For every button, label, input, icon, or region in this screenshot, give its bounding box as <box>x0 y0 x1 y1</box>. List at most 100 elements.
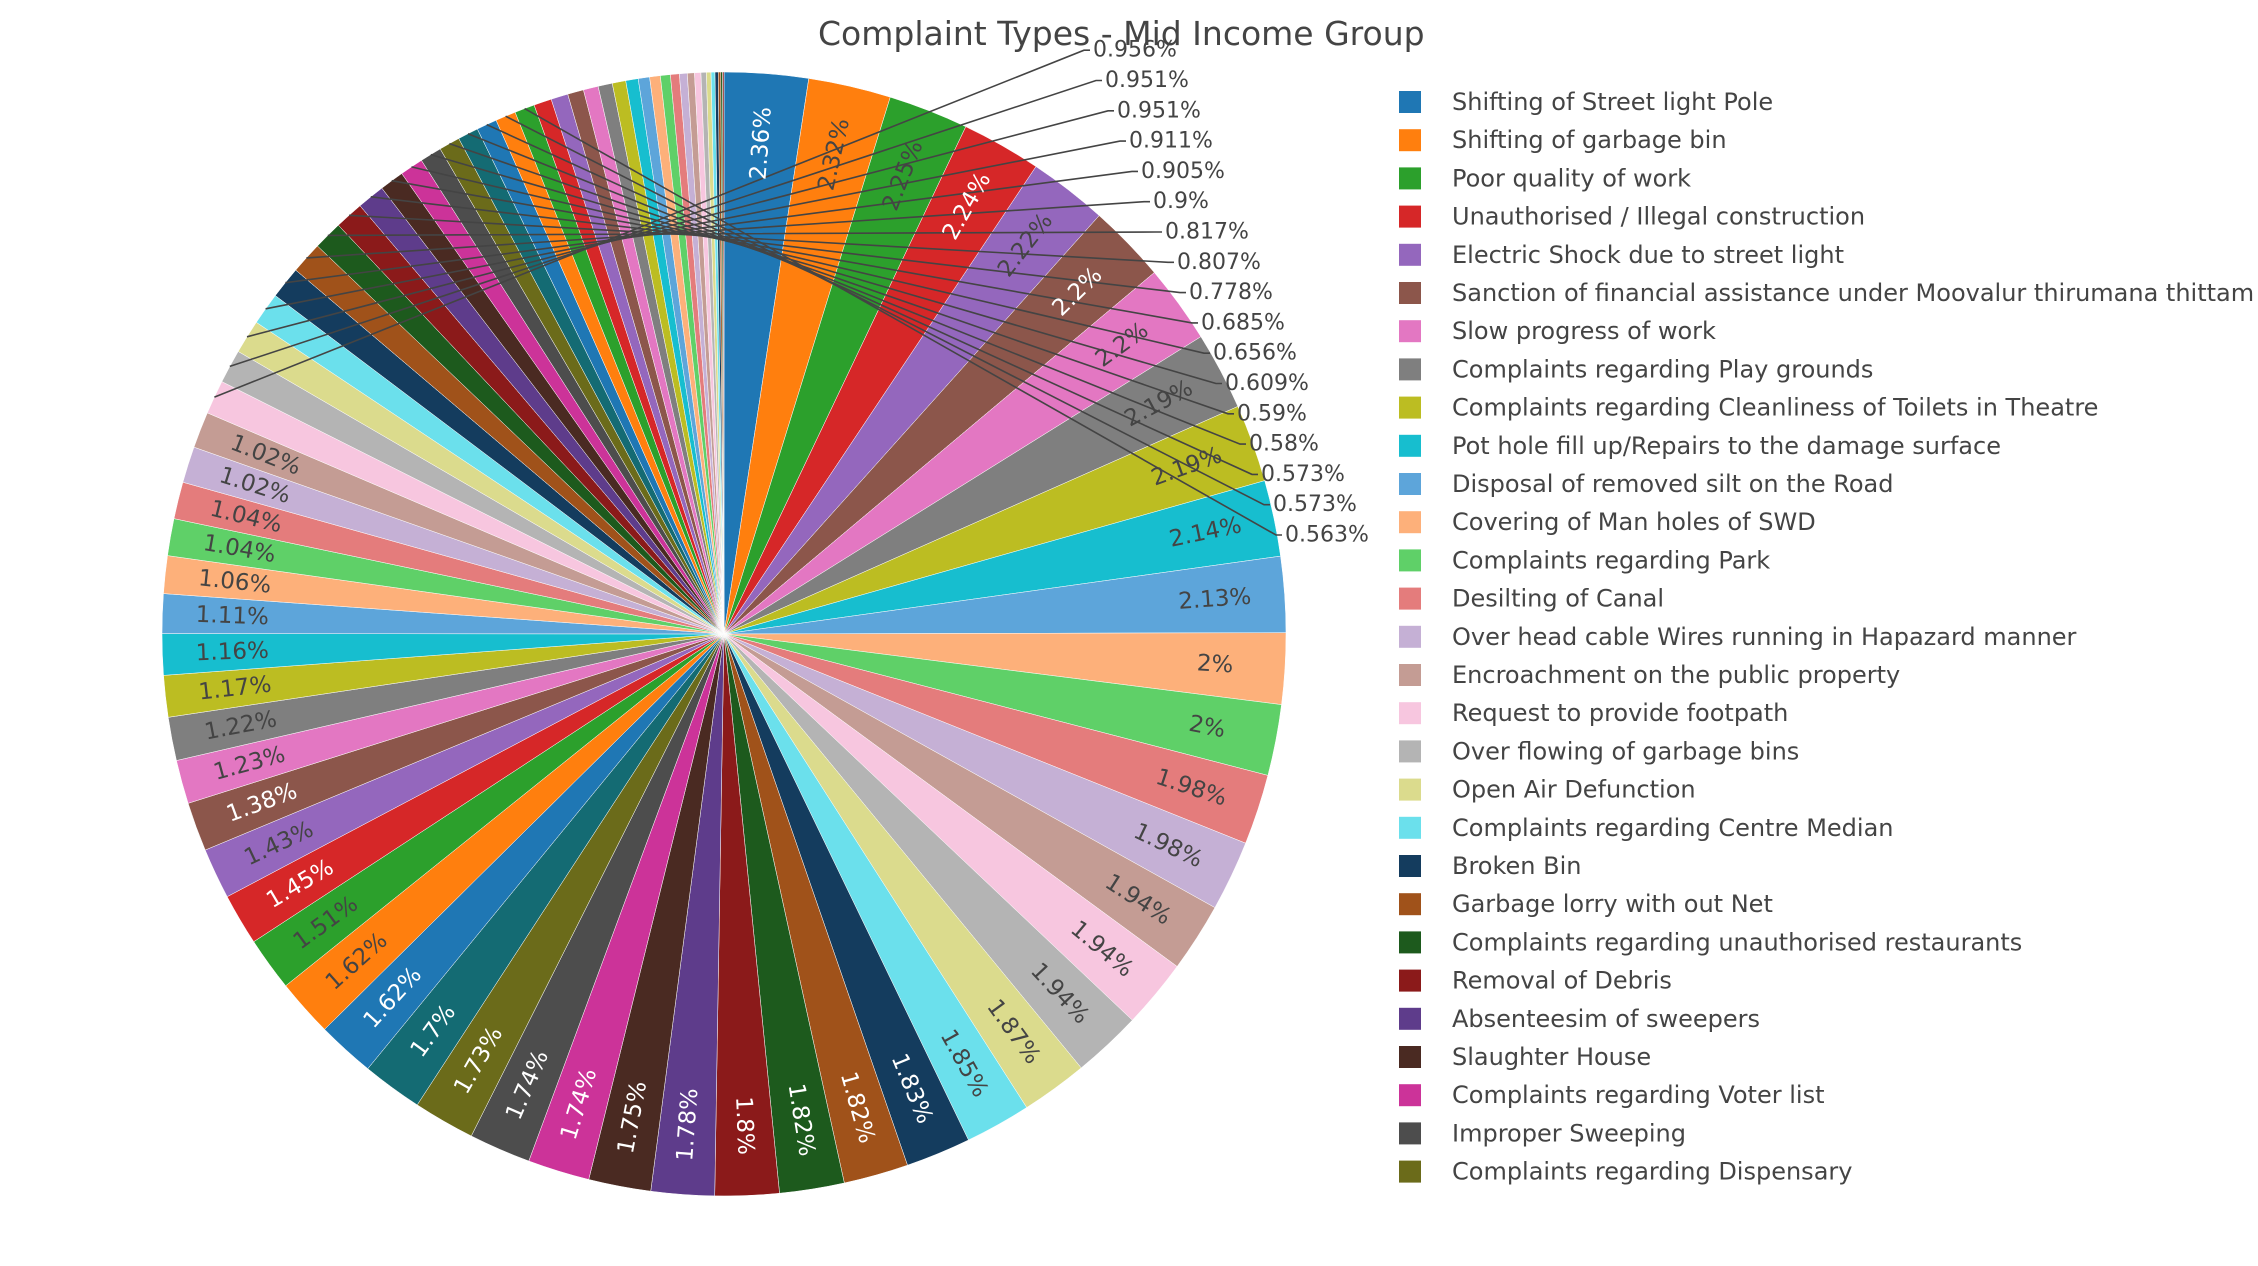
legend-entry-label: Desilting of Canal <box>1452 585 1664 613</box>
leader-line <box>467 132 1246 445</box>
legend-entry-label: Complaints regarding Voter list <box>1452 1081 1824 1109</box>
slice-label: 0.817% <box>1165 220 1249 245</box>
legend-entry-label: Broken Bin <box>1452 852 1581 880</box>
legend-entry-label: Pot hole fill up/Repairs to the damage s… <box>1452 432 2001 460</box>
leader-line <box>285 170 1138 284</box>
leader-lines <box>214 49 1282 536</box>
legend-entry-label: Complaints regarding Centre Median <box>1452 814 1894 842</box>
pie-slices <box>161 71 1287 1197</box>
legend-entry-label: Shifting of Street light Pole <box>1452 88 1773 116</box>
legend-swatch <box>1399 358 1421 381</box>
legend-swatch <box>1399 1084 1421 1107</box>
leader-line <box>486 123 1258 476</box>
legend: Shifting of Street light Pole Shifting of… <box>1399 88 2254 1186</box>
legend-entry-label: Shifting of garbage bin <box>1452 126 1727 154</box>
legend-entry-label: Removal of Debris <box>1452 967 1672 995</box>
leader-line <box>265 140 1126 310</box>
legend-swatch <box>1399 931 1421 954</box>
leader-line <box>449 142 1234 415</box>
legend-swatch <box>1399 969 1421 992</box>
slice-label: 0.951% <box>1105 68 1189 93</box>
legend-entry-label: Electric Shock due to street light <box>1452 241 1844 269</box>
legend-swatch <box>1399 434 1421 457</box>
legend-swatch <box>1399 396 1421 419</box>
slice-label: 0.59% <box>1237 401 1307 426</box>
legend-swatch <box>1399 1122 1421 1145</box>
slice-label: 2.36% <box>745 106 776 181</box>
leader-line <box>411 166 1210 355</box>
legend-entry-label: Covering of Man holes of SWD <box>1452 508 1816 536</box>
legend-swatch <box>1399 702 1421 725</box>
slice-label: 1.11% <box>195 602 269 631</box>
legend-entry-label: Poor quality of work <box>1452 164 1691 192</box>
legend-entry-label: Open Air Defunction <box>1452 776 1696 804</box>
legend-swatch <box>1399 740 1421 763</box>
legend-swatch <box>1399 473 1421 495</box>
slice-label: 0.778% <box>1189 280 1273 305</box>
legend-entry-label: Over flowing of garbage bins <box>1452 737 1799 765</box>
legend-swatch <box>1399 205 1421 228</box>
leader-line <box>229 79 1102 368</box>
legend-swatch <box>1399 1046 1421 1068</box>
legend-entry-label: Request to provide footpath <box>1452 699 1788 727</box>
legend-entry-label: Disposal of removed silt on the Road <box>1452 470 1893 498</box>
slice-label: 0.563% <box>1285 523 1369 548</box>
legend-entry-label: Complaints regarding Dispensary <box>1452 1158 1852 1186</box>
legend-swatch <box>1399 129 1421 152</box>
leader-line <box>306 200 1150 259</box>
legend-swatch <box>1399 778 1421 801</box>
leader-line <box>349 214 1174 264</box>
leader-line <box>246 110 1114 338</box>
leader-line <box>505 115 1270 506</box>
legend-swatch <box>1399 816 1421 839</box>
slice-label: 2% <box>1196 650 1234 678</box>
legend-swatch <box>1399 243 1421 266</box>
slice-label: 0.609% <box>1225 371 1309 396</box>
leader-line <box>391 179 1198 324</box>
slice-label: 1.16% <box>195 638 269 667</box>
legend-entry-label: Complaints regarding unauthorised restau… <box>1452 928 2022 956</box>
leader-line <box>430 153 1222 385</box>
legend-entry-label: Complaints regarding Cleanliness of Toil… <box>1452 394 2098 422</box>
leader-line <box>524 107 1282 536</box>
legend-entry-label: Unauthorised / Illegal construction <box>1452 203 1865 231</box>
slice-label: 2.13% <box>1177 584 1252 615</box>
leader-line <box>370 196 1186 294</box>
legend-swatch <box>1399 167 1421 190</box>
legend-entry-label: Absenteesim of sweepers <box>1452 1005 1760 1033</box>
slice-label: 0.911% <box>1129 129 1213 154</box>
slice-label: 0.951% <box>1117 98 1201 123</box>
legend-swatch <box>1399 893 1421 916</box>
slice-label: 1.78% <box>672 1087 703 1162</box>
chart-title: Complaint Types - Mid Income Group <box>818 14 1425 53</box>
leader-line <box>327 231 1162 237</box>
legend-swatch <box>1399 1007 1421 1030</box>
legend-swatch <box>1399 664 1421 686</box>
legend-swatch <box>1399 1160 1421 1183</box>
legend-entry-label: Complaints regarding Play grounds <box>1452 355 1873 383</box>
legend-swatch <box>1399 855 1421 877</box>
legend-entry-label: Complaints regarding Park <box>1452 546 1770 574</box>
legend-entry-label: Slow progress of work <box>1452 317 1716 345</box>
legend-swatch <box>1399 625 1421 648</box>
slice-label: 0.573% <box>1273 492 1357 517</box>
legend-entry-label: Improper Sweeping <box>1452 1119 1686 1147</box>
slice-label: 0.58% <box>1249 432 1319 457</box>
legend-entry-label: Slaughter House <box>1452 1043 1651 1071</box>
legend-swatch <box>1399 587 1421 610</box>
legend-entry-label: Sanction of financial assistance under M… <box>1452 279 2254 307</box>
slice-label: 0.656% <box>1213 341 1297 366</box>
slice-label: 0.905% <box>1141 159 1225 184</box>
legend-swatch <box>1399 511 1421 534</box>
legend-entry-label: Over head cable Wires running in Hapazar… <box>1452 623 2077 651</box>
slice-label: 0.807% <box>1177 250 1261 275</box>
legend-entry-label: Garbage lorry with out Net <box>1452 890 1773 918</box>
slice-label: 0.573% <box>1261 462 1345 487</box>
slice-label: 0.956% <box>1093 38 1177 63</box>
slice-label: 1.8% <box>730 1096 758 1155</box>
slice-label: 0.685% <box>1201 310 1285 335</box>
leader-line <box>214 49 1090 398</box>
slice-label: 0.9% <box>1153 189 1209 214</box>
legend-swatch <box>1399 282 1421 304</box>
